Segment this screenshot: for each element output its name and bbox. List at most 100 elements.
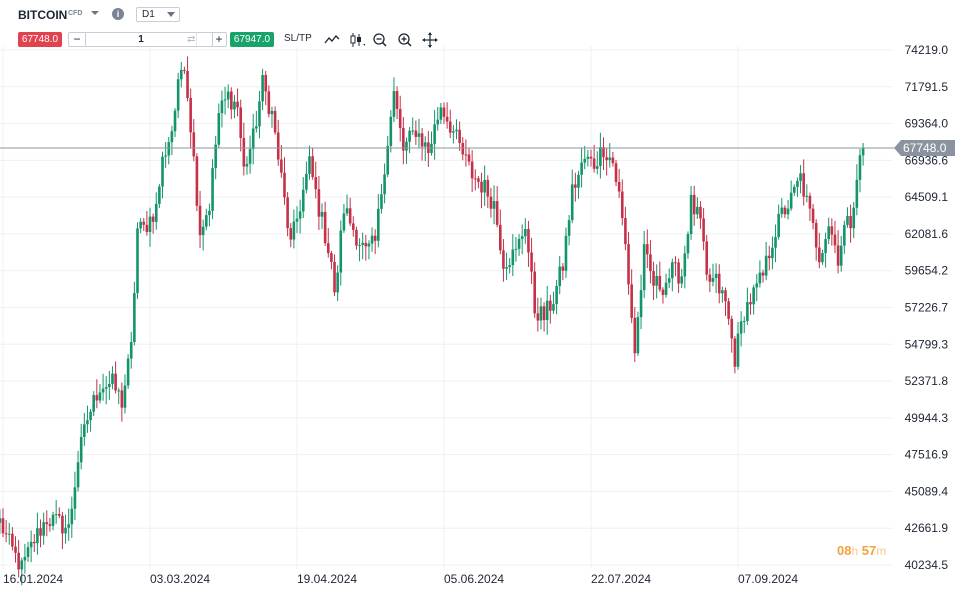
candle-timer: 08h 57m: [837, 543, 886, 558]
candle-body: [42, 522, 45, 536]
y-tick-label: 49944.3: [905, 411, 949, 425]
zoom-in-icon[interactable]: [396, 31, 414, 49]
quantity-input[interactable]: 1: [85, 33, 197, 46]
candle-body: [317, 189, 321, 217]
candle-body: [792, 186, 796, 193]
sell-button[interactable]: 67748.0: [18, 32, 62, 47]
candle-body: [705, 241, 709, 275]
candle-body: [577, 174, 580, 188]
candle-body: [858, 155, 862, 180]
candle-body: [405, 141, 408, 151]
candle-body: [639, 290, 643, 318]
quantity-stepper[interactable]: − 1 ⇄ +: [68, 32, 227, 47]
y-tick-label: 47516.9: [905, 448, 949, 462]
candle-body: [508, 265, 511, 268]
decrease-button[interactable]: −: [73, 32, 81, 46]
chevron-down-icon[interactable]: [90, 8, 100, 18]
timer-hours: 08: [837, 543, 852, 558]
y-tick-label: 59654.2: [905, 264, 949, 278]
candle-body: [708, 274, 712, 282]
symbol-name[interactable]: BITCOIN: [18, 8, 68, 22]
candle-body: [402, 127, 405, 151]
info-icon[interactable]: i: [112, 8, 124, 20]
line-chart-icon[interactable]: [323, 31, 341, 49]
candle-body: [739, 321, 743, 334]
candle-body: [671, 262, 674, 279]
candle-body: [467, 154, 471, 162]
candle-body: [774, 236, 777, 248]
increase-button[interactable]: +: [212, 32, 225, 46]
candle-body: [495, 201, 499, 225]
candle-body: [214, 144, 217, 169]
candle-body: [727, 301, 730, 319]
candle-icon[interactable]: [348, 31, 366, 49]
y-axis: 74219.0 71791.5 69364.0 66936.6 64509.1 62081…: [905, 43, 949, 572]
candle-body: [689, 194, 693, 235]
swap-icon[interactable]: ⇄: [187, 34, 196, 45]
candle-body: [398, 108, 402, 128]
candle-body: [483, 179, 486, 193]
move-icon[interactable]: [421, 31, 439, 49]
candle-body: [330, 253, 333, 262]
candle-body: [667, 278, 671, 283]
candle-body: [758, 272, 762, 284]
sltp-button[interactable]: SL/TP: [284, 33, 312, 44]
candle-body: [555, 285, 558, 305]
candle-body: [786, 208, 790, 215]
candle-body: [73, 487, 77, 509]
candle-body: [749, 302, 752, 305]
candle-body: [364, 242, 368, 247]
candle-body: [342, 213, 346, 231]
candle-body: [592, 158, 596, 169]
y-tick-label: 69364.0: [905, 117, 949, 131]
x-tick-label: 16.01.2024: [3, 572, 63, 586]
candle-body: [20, 560, 24, 570]
candle-body: [164, 155, 167, 157]
candle-body: [620, 191, 624, 219]
timer-hours-unit: h: [851, 544, 859, 558]
candle-body: [733, 338, 737, 367]
candle-body: [658, 275, 662, 290]
candle-body: [692, 194, 696, 215]
candle-body: [67, 524, 70, 528]
candle-body: [492, 201, 496, 209]
candle-body: [7, 533, 11, 535]
buy-button[interactable]: 67947.0: [230, 32, 274, 47]
candle-body: [336, 272, 339, 293]
candle-body: [11, 533, 14, 547]
candle-body: [133, 293, 136, 343]
chevron-down-icon: [167, 12, 175, 17]
candle-body: [267, 91, 271, 115]
candle-body: [567, 220, 571, 236]
x-tick-label: 05.06.2024: [444, 572, 504, 586]
candle-body: [57, 514, 61, 516]
candle-body: [645, 244, 649, 255]
candle-body: [295, 218, 299, 222]
candle-body: [527, 229, 530, 253]
candle-body: [839, 245, 843, 266]
candle-body: [683, 253, 687, 277]
candle-body: [204, 215, 208, 227]
candle-body: [89, 411, 92, 421]
candle-body: [502, 250, 505, 269]
candle-body: [226, 91, 230, 100]
candle-body: [649, 254, 652, 272]
candle-body: [464, 154, 468, 156]
zoom-out-icon[interactable]: [371, 31, 389, 49]
candle-body: [855, 179, 859, 208]
candle-body: [195, 156, 199, 206]
candle-body: [311, 156, 314, 178]
candle-body: [23, 556, 27, 561]
timeframe-select[interactable]: D1: [136, 7, 180, 22]
candle-body: [724, 290, 727, 302]
candle-body: [51, 514, 55, 526]
candle-body: [383, 174, 386, 195]
candle-body: [627, 244, 630, 285]
candle-body: [201, 226, 205, 236]
candle-body: [314, 177, 318, 190]
candle-body: [355, 229, 358, 246]
candle-body: [108, 383, 111, 388]
candle-body: [852, 207, 856, 229]
candle-body: [755, 283, 759, 288]
